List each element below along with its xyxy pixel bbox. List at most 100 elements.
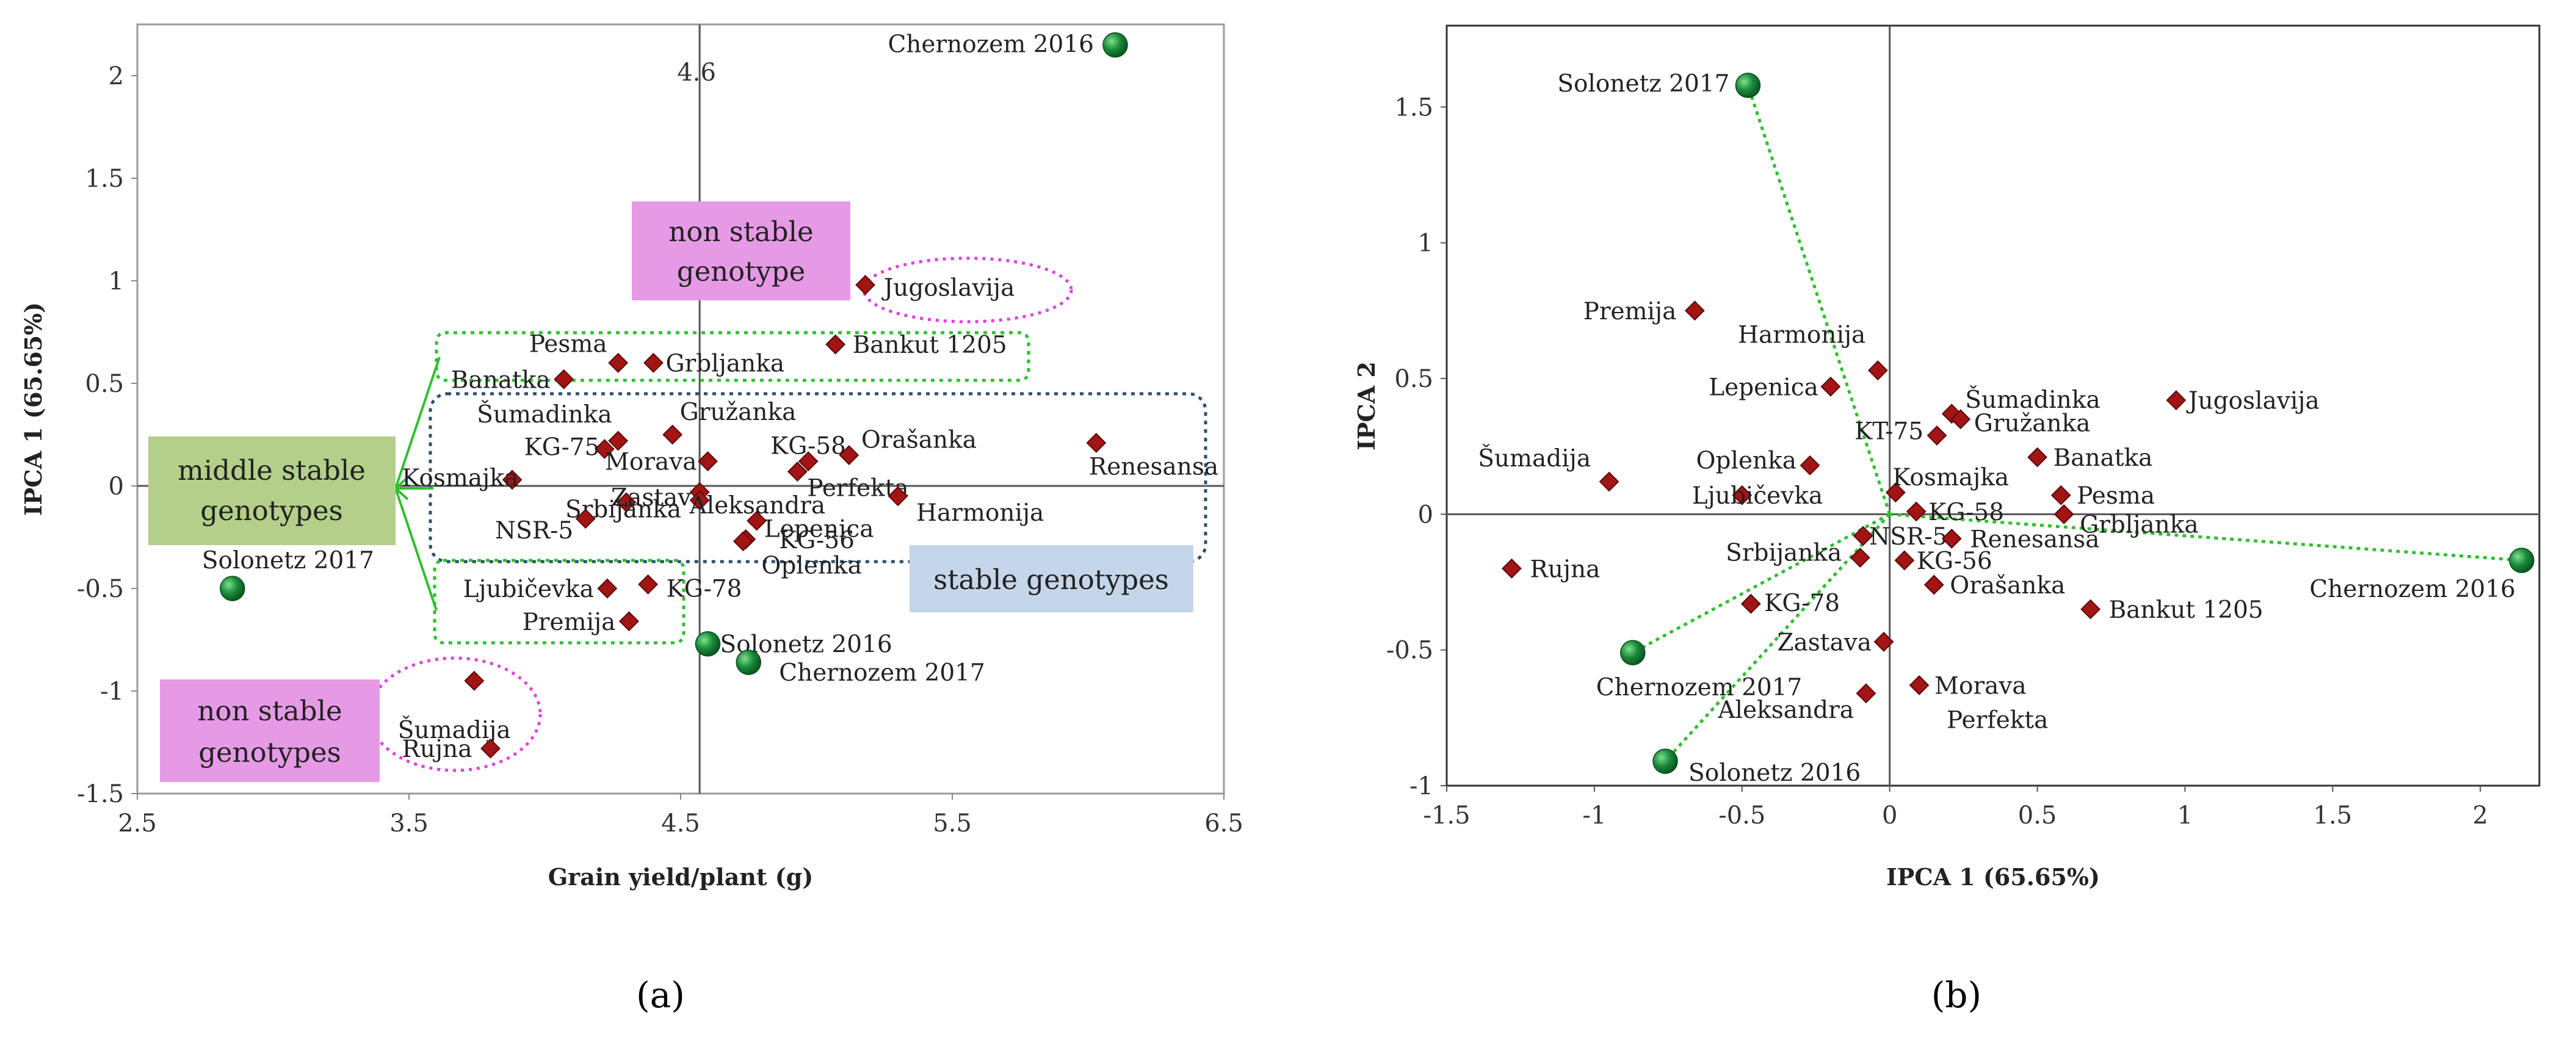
point-label: Šumadinka <box>477 400 612 429</box>
x-tick-label: -1.5 <box>1423 802 1470 830</box>
point-label: Kosmajka <box>1892 464 2009 491</box>
x-tick-label: -0.5 <box>1718 802 1765 830</box>
genotype-marker-srbijanka <box>1850 548 1870 568</box>
genotype-marker-zastava <box>1873 631 1894 652</box>
point-label: Lepenica <box>1709 374 1818 401</box>
point-label: KG-78 <box>667 575 742 603</box>
middle-stable-label-box <box>148 436 396 545</box>
point-label: Srbijanka <box>1726 540 1842 567</box>
x-tick-label: 2.5 <box>118 809 157 838</box>
point-label: Premija <box>523 609 616 636</box>
genotype-marker-kosmajka <box>502 469 523 490</box>
point-label: Šumadija <box>398 715 511 744</box>
point-label: Banatka <box>2053 444 2153 472</box>
genotype-marker--umadija <box>1599 471 1619 492</box>
non-stable-ellipse-top <box>862 256 1073 324</box>
environment-marker-solonetz-2016 <box>1652 748 1678 774</box>
point-label: Zastava <box>1777 629 1872 656</box>
point-label: Rujna <box>1530 556 1600 583</box>
genotype-marker-oplenka <box>733 531 753 552</box>
y-tick-label: 2 <box>109 62 124 90</box>
genotype-marker-morava <box>1909 675 1930 695</box>
environment-marker-chernozem-2017 <box>1620 640 1646 665</box>
point-label: Orašanka <box>1950 572 2065 599</box>
genotype-marker-nsr-5 <box>1853 526 1873 546</box>
genotype-marker-harmonija <box>888 486 908 507</box>
genotype-marker-pesma <box>2050 485 2071 505</box>
y-tick-label: 0 <box>1418 501 1433 529</box>
genotype-marker-grbljanka <box>2053 504 2074 524</box>
point-label: Morava <box>605 449 697 476</box>
genotype-marker-kg-75 <box>594 439 615 459</box>
x-tick-label: 1.5 <box>2314 802 2353 830</box>
y-tick-label: -1 <box>1409 772 1433 800</box>
environment-marker-solonetz-2016 <box>695 631 721 657</box>
y-tick-label: 1 <box>1418 230 1433 258</box>
genotype-marker-kosmajka <box>1885 482 1906 503</box>
point-label: Oplenka <box>761 552 862 580</box>
y-tick-label: -0.5 <box>77 575 124 603</box>
genotype-marker-kt-75 <box>1927 425 1947 446</box>
point-label: Chernozem 2016 <box>2309 576 2516 603</box>
y-tick-label: 1.5 <box>85 165 124 193</box>
x-tick-label: 2 <box>2473 802 2488 830</box>
genotype-marker-ljubi-evka <box>1732 485 1753 505</box>
panel-a-ticks: 2.5 3.5 4.5 5.5 6.5 -1.5 -1 -0.5 0 0.5 1 1.5 2 <box>77 62 1243 838</box>
y-tick-label: -1 <box>100 678 124 706</box>
y-tick-label: -1.5 <box>77 780 124 808</box>
panel-b-points: Premija Harmonija Lepenica ŠumadinkaGružank… <box>1478 70 2534 787</box>
stable-label: stable genotypes <box>933 563 1169 596</box>
point-label: Aleksandra <box>689 492 826 520</box>
point-label: KG-56 <box>1917 548 1992 575</box>
genotype-marker-rujna <box>1502 558 1522 579</box>
point-label: KG-78 <box>1764 590 1840 617</box>
genotype-marker-aleksandra <box>747 510 767 531</box>
environment-marker-chernozem-2017 <box>736 650 761 675</box>
x-tick-label: 3.5 <box>389 809 429 838</box>
y-tick-label: 1 <box>109 267 124 295</box>
point-label: Gružanka <box>1974 410 2091 438</box>
genotype-marker-renesansa <box>1086 433 1107 453</box>
panel-a-caption: (a) <box>636 974 685 1016</box>
point-label: Kosmajka <box>402 465 518 492</box>
point-label: Morava <box>1934 672 2027 700</box>
genotype-marker-perfekta <box>787 462 808 482</box>
genotype-marker-ora-anka <box>839 445 859 466</box>
genotype-marker-morava <box>698 451 718 472</box>
non-stable-top-line1: non stable <box>668 215 813 248</box>
point-label: Oplenka <box>1696 447 1797 474</box>
point-label: Harmonija <box>1738 322 1865 349</box>
genotype-marker-oplenka <box>1800 455 1820 476</box>
genotype-marker-bankut-1205 <box>825 334 846 355</box>
point-label: Renesansa <box>1089 453 1218 480</box>
genotype-marker-banatka <box>554 369 574 389</box>
panel-b: -1.5 -1 -0.5 0 0.5 1 1.5 2-1-0.500.511.5 Premij… <box>1353 24 2541 1016</box>
x-tick-label: 1 <box>2177 802 2193 830</box>
point-label: Šumadija <box>1478 444 1591 472</box>
genotype-marker-kg-78 <box>1740 593 1761 614</box>
point-label: Chernozem 2017 <box>1596 674 1803 701</box>
point-label: KT-75 <box>1854 418 1923 445</box>
panel-b-xlabel: IPCA 1 (65.65%) <box>1886 863 2100 891</box>
point-label: Banatka <box>451 366 551 394</box>
genotype-marker-nsr-5 <box>575 509 596 529</box>
point-label: Grbljanka <box>2080 511 2199 538</box>
middle-stable-line1: middle stable <box>178 454 366 487</box>
environment-marker-solonetz-2017 <box>1735 73 1761 98</box>
point-label: Pesma <box>529 330 607 358</box>
genotype-marker-rujna <box>480 738 501 759</box>
x-tick-label: 5.5 <box>933 809 972 838</box>
panel-a: 4.6 non stable genotype middle stable ge… <box>20 23 1243 1016</box>
point-label: Orašanka <box>861 427 977 454</box>
genotype-marker--umadinka <box>608 430 629 451</box>
point-label: Harmonija <box>916 499 1044 527</box>
stable-box <box>429 392 1207 563</box>
panel-b-ylabel: IPCA 2 <box>1353 361 1380 451</box>
point-label: Jugoslavija <box>881 275 1015 302</box>
non-stable-top-line2: genotype <box>677 255 805 288</box>
environment-vector <box>1746 85 1892 515</box>
x-tick-label: -1 <box>1582 802 1606 830</box>
panel-a-mean-label: 4.6 <box>677 59 716 87</box>
genotype-marker-bankut-1205 <box>2080 599 2101 620</box>
